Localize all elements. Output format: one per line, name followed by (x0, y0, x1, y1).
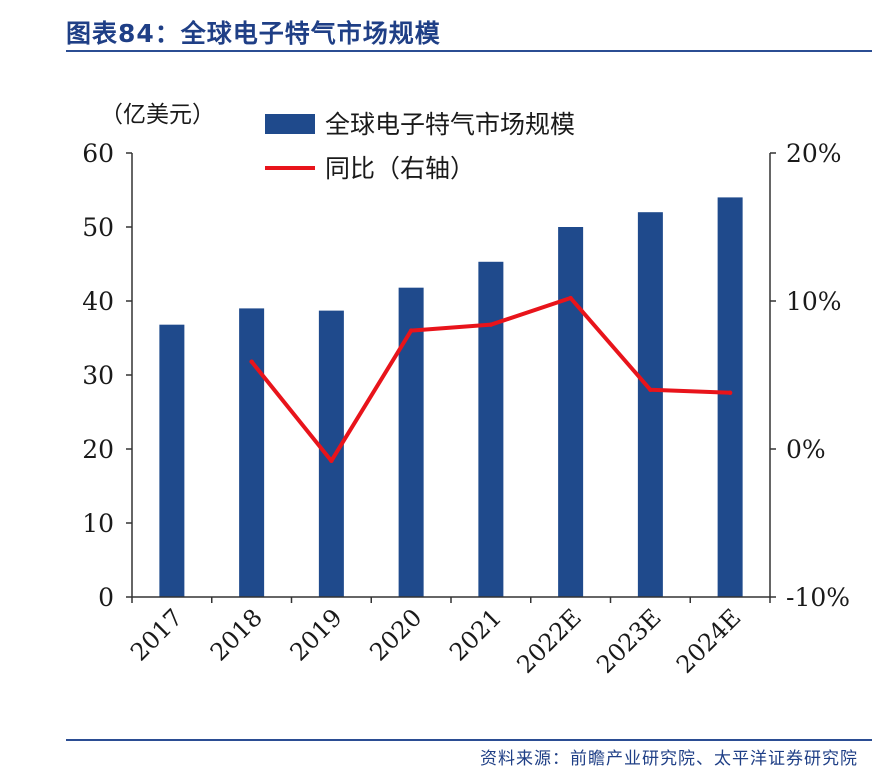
yoy-point (568, 295, 573, 301)
yoy-point (249, 359, 254, 364)
left-tick-label: 40 (82, 287, 114, 316)
yoy-point (408, 328, 414, 333)
bar-2021 (478, 261, 504, 597)
x-tick-label: 2023E (591, 603, 666, 678)
yoy-point (329, 458, 334, 464)
left-tick-label: 0 (98, 583, 114, 612)
bars-group (159, 197, 743, 597)
x-tick-label: 2021 (444, 603, 507, 666)
x-tick-label: 2018 (205, 603, 268, 666)
left-tick-label: 50 (82, 213, 114, 242)
right-tick-label: 0% (786, 435, 826, 464)
title-rule (66, 50, 872, 52)
bar-2020 (398, 287, 424, 597)
x-tick-label: 2022E (511, 603, 586, 678)
chart: 0 10 20 30 40 50 60 -10% 0% 10% 20% 2017 2018 2019 202… (82, 102, 850, 679)
source-rule (66, 739, 872, 741)
x-tick-label: 2019 (285, 603, 348, 666)
bar-2024E (717, 197, 743, 597)
yoy-point (488, 322, 494, 327)
left-tick-label: 30 (82, 361, 114, 390)
x-tick-label: 2024E (671, 603, 746, 678)
legend-line-label: 同比（右轴） (325, 154, 475, 183)
left-tick-label: 10 (82, 509, 114, 538)
yoy-point (648, 387, 653, 392)
bar-2019 (318, 310, 344, 597)
bar-2023E (637, 212, 663, 597)
x-tick-label: 2020 (364, 603, 427, 666)
line-group (249, 295, 733, 464)
source-note: 资料来源：前瞻产业研究院、太平洋证券研究院 (480, 749, 858, 769)
legend-bar-swatch (265, 114, 315, 134)
left-tick-label: 60 (82, 139, 114, 168)
right-tick-label: 20% (786, 139, 842, 168)
legend: 全球电子特气市场规模 同比（右轴） (265, 110, 575, 183)
bar-2018 (239, 308, 265, 597)
left-axis-unit: （亿美元） (100, 102, 215, 128)
right-tick-label: 10% (786, 287, 842, 316)
x-tick-label: 2017 (125, 603, 188, 666)
legend-bar-label: 全球电子特气市场规模 (325, 110, 575, 139)
figure-title: 图表84：全球电子特气市场规模 (66, 19, 441, 48)
bar-2017 (159, 324, 185, 597)
right-tick-label: -10% (786, 583, 850, 612)
yoy-point (727, 390, 733, 395)
bar-2022E (558, 227, 584, 597)
left-tick-label: 20 (82, 435, 114, 464)
